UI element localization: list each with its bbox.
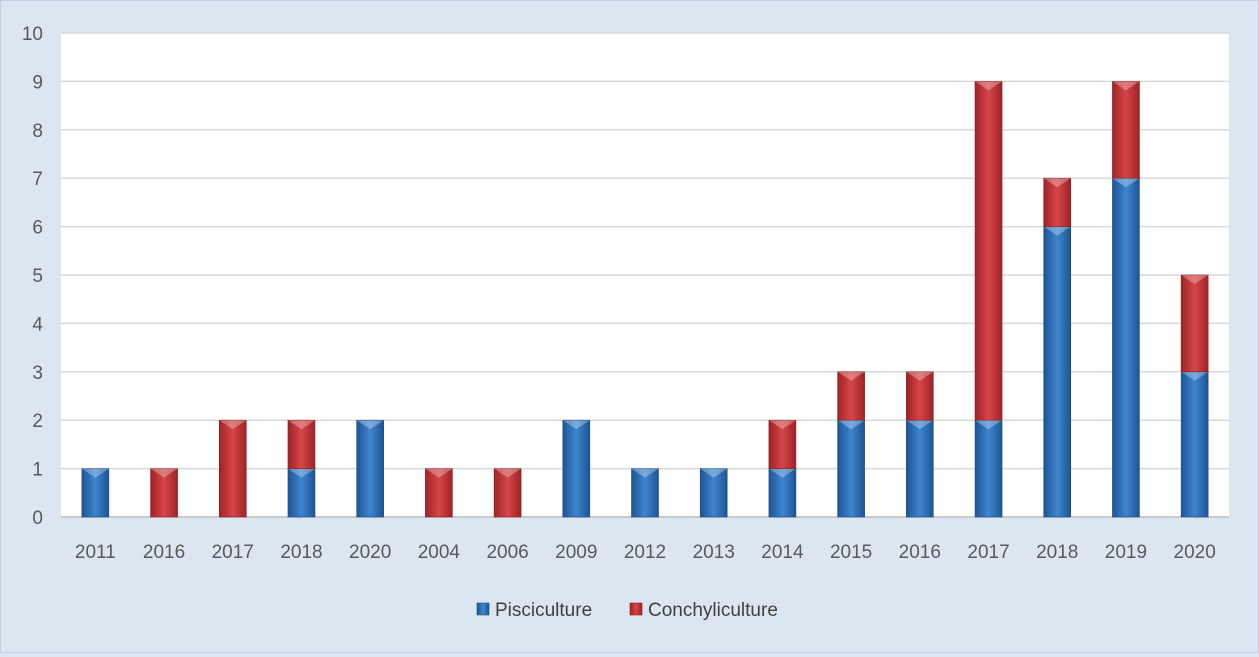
bar-pisciculture — [81, 468, 110, 518]
y-tick-label: 5 — [32, 266, 43, 287]
y-tick-label: 0 — [32, 508, 43, 529]
bar-conchyliculture — [974, 81, 1003, 421]
bar-pisciculture — [631, 468, 659, 518]
y-tick-label: 8 — [32, 121, 43, 142]
y-tick-label: 6 — [32, 218, 43, 239]
bar-conchyliculture — [218, 419, 247, 518]
bar-pisciculture — [1112, 177, 1140, 518]
bar-pisciculture — [287, 468, 316, 518]
legend-label: Conchyliculture — [648, 600, 778, 621]
x-tick-label: 2019 — [1105, 542, 1147, 563]
bar-pisciculture — [356, 419, 384, 518]
x-tick-label: 2018 — [280, 542, 322, 563]
x-tick-label: 2018 — [1036, 542, 1078, 563]
bar-conchyliculture — [837, 371, 865, 421]
legend-swatch — [476, 602, 490, 616]
x-tick-label: 2015 — [830, 542, 872, 563]
y-tick-label: 1 — [32, 460, 43, 481]
bar-pisciculture — [906, 419, 934, 518]
bar-conchyliculture — [287, 419, 316, 469]
bar-pisciculture — [1043, 226, 1072, 518]
y-tick-label: 3 — [32, 363, 43, 384]
bar-conchyliculture — [1180, 274, 1209, 373]
x-tick-label: 2011 — [75, 542, 116, 563]
bar-conchyliculture — [1112, 81, 1140, 179]
x-tick-label: 2016 — [899, 542, 941, 563]
bar-pisciculture — [837, 419, 865, 518]
x-tick-label: 2004 — [418, 542, 461, 563]
y-tick-label: 2 — [32, 411, 43, 432]
x-tick-label: 2014 — [761, 542, 804, 563]
y-tick-label: 4 — [32, 314, 43, 335]
x-tick-label: 2009 — [555, 542, 597, 563]
bar-pisciculture — [562, 419, 591, 518]
x-tick-label: 2017 — [212, 542, 254, 563]
bar-conchyliculture — [493, 468, 522, 518]
legend-label: Pisciculture — [495, 600, 592, 621]
bar-conchyliculture — [1043, 177, 1072, 227]
legend-item-conchyliculture: Conchyliculture — [629, 600, 778, 621]
x-tick-label: 2006 — [486, 542, 528, 563]
legend-item-pisciculture: Pisciculture — [476, 600, 592, 621]
bar-conchyliculture — [768, 419, 797, 469]
bar-pisciculture — [974, 419, 1003, 518]
x-tick-label: 2020 — [1174, 542, 1216, 563]
bar-conchyliculture — [150, 468, 178, 518]
legend-swatch — [629, 602, 643, 616]
x-tick-label: 2020 — [349, 542, 391, 563]
bar-pisciculture — [1180, 371, 1209, 518]
bar-conchyliculture — [425, 468, 453, 518]
y-tick-label: 7 — [32, 169, 43, 190]
bar-conchyliculture — [906, 371, 934, 421]
x-tick-label: 2017 — [967, 542, 1009, 563]
x-tick-label: 2013 — [693, 542, 735, 563]
x-tick-label: 2012 — [624, 542, 666, 563]
y-tick-label: 10 — [22, 24, 43, 45]
bar-pisciculture — [768, 468, 797, 518]
x-tick-label: 2016 — [143, 542, 185, 563]
y-tick-label: 9 — [32, 72, 43, 93]
bar-pisciculture — [699, 468, 728, 518]
